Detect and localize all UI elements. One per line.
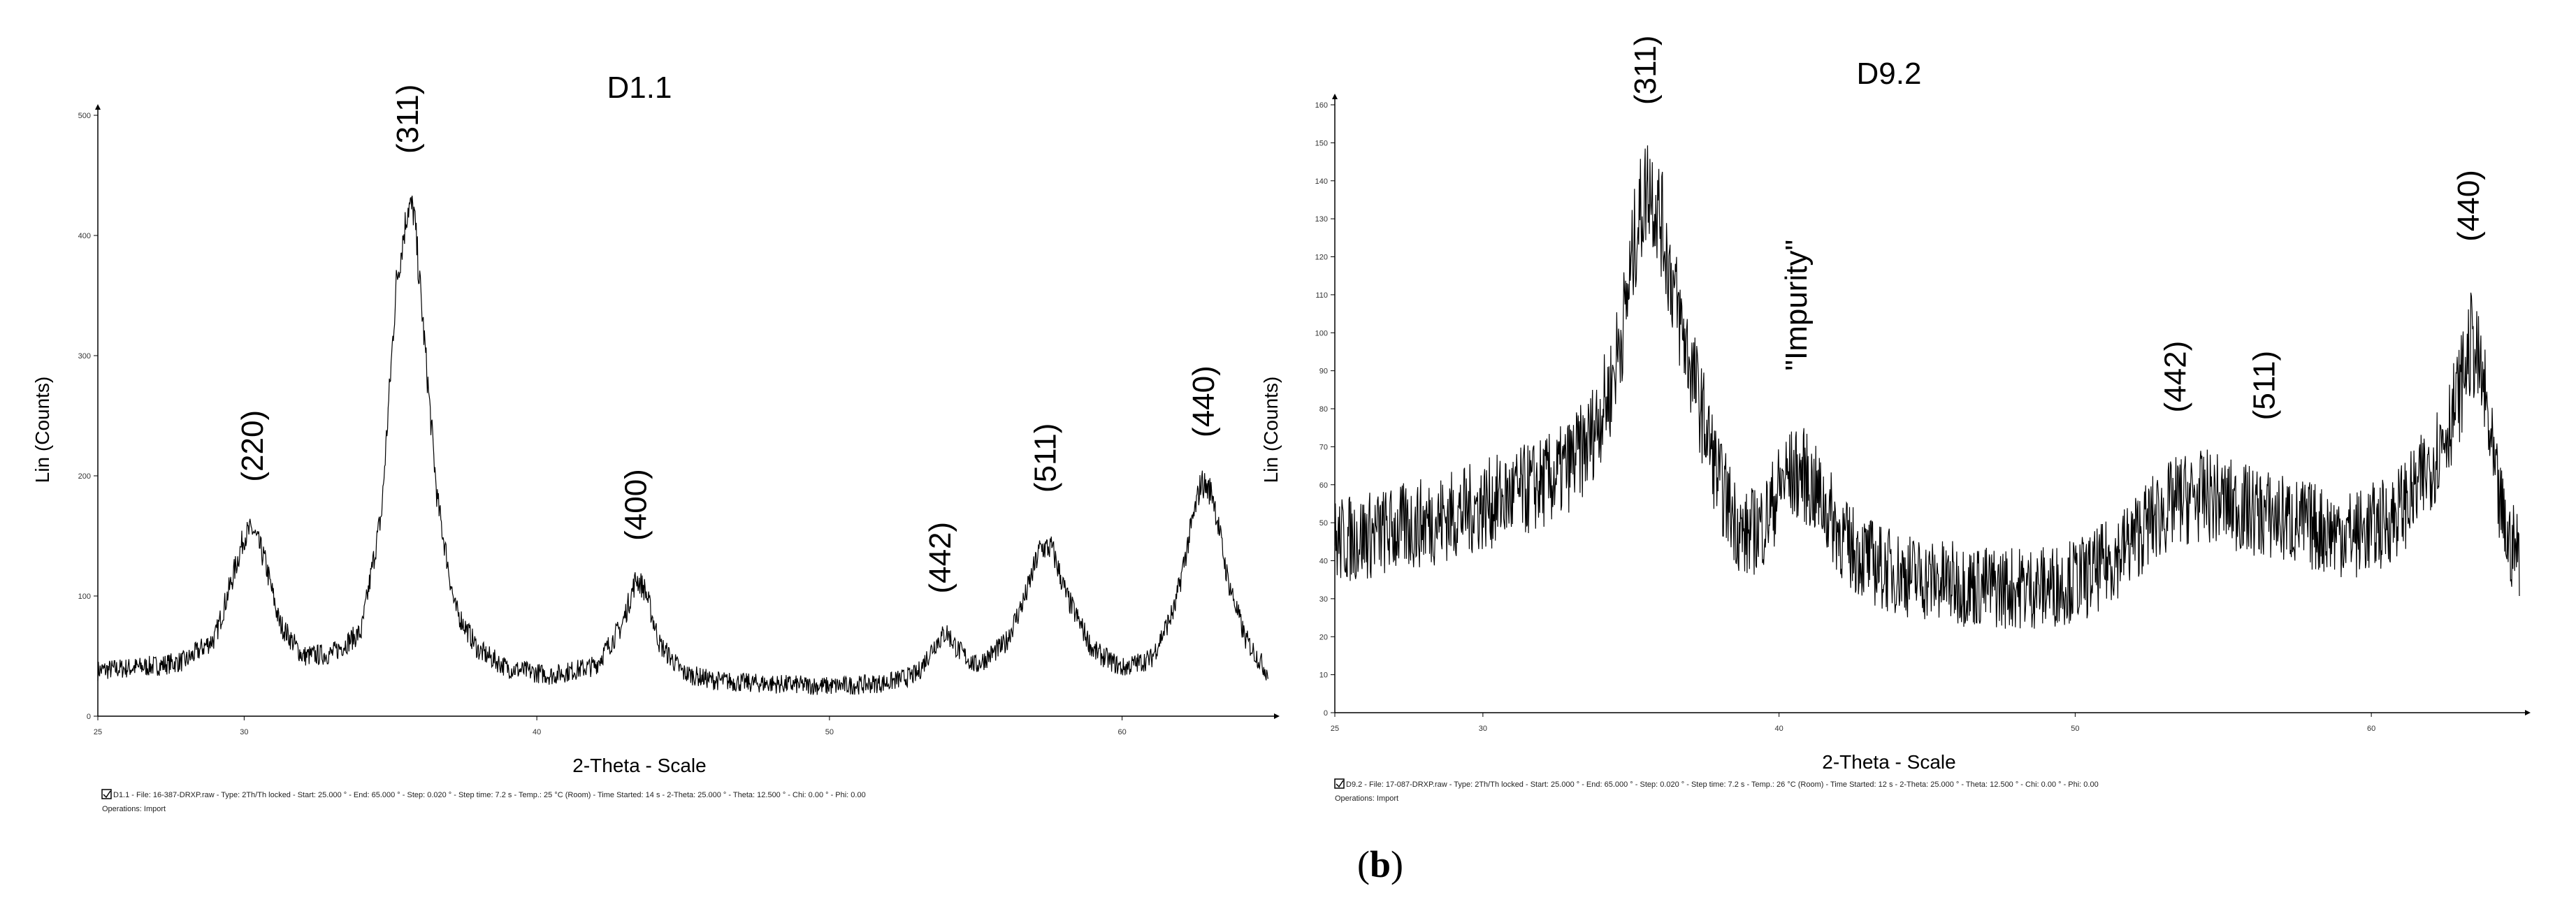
y-tick-label: 110 <box>1315 291 1328 300</box>
x-tick-label: 60 <box>1118 728 1127 736</box>
checkbox-icon <box>101 789 112 799</box>
y-tick-label: 30 <box>1319 595 1328 604</box>
x-axis-arrow-icon <box>1274 713 1280 719</box>
series-line <box>97 195 1269 695</box>
y-tick-label: 130 <box>1315 215 1328 224</box>
chart-title: D1.1 <box>607 71 672 105</box>
xrd-panel-d9-2: D9.2 2-Theta - Scale Lin (Counts) 25 30 40… <box>1260 36 2531 803</box>
y-tick-label: 50 <box>1319 519 1328 528</box>
x-tick-label: 60 <box>2367 725 2375 733</box>
peak-label: (442) <box>2158 341 2192 413</box>
chart-title: D9.2 <box>1857 57 1922 91</box>
y-axis-title: Lin (Counts) <box>1260 377 1282 484</box>
x-tick-label: 40 <box>1775 725 1783 733</box>
y-tick-label: 70 <box>1319 443 1328 451</box>
y-tick-label: 80 <box>1319 405 1328 414</box>
peak-label: (400) <box>619 469 653 541</box>
x-tick-label: 50 <box>2071 725 2079 733</box>
x-tick-label: 50 <box>825 728 834 736</box>
x-tick-label: 30 <box>240 728 248 736</box>
y-tick-label: 500 <box>78 112 91 120</box>
peak-labels: (311) "Impurity" (442) (511) (440) <box>1628 36 2486 421</box>
peak-label: (511) <box>1029 423 1063 493</box>
xrd-panel-d1-1: D1.1 2-Theta - Scale Lin (Counts) 25 30 40… <box>31 71 1280 813</box>
x-axis-title: 2-Theta - Scale <box>1822 751 1955 773</box>
y-tick-label: 100 <box>1315 329 1328 337</box>
y-tick-label: 150 <box>1315 139 1328 147</box>
y-tick-label: 10 <box>1319 671 1328 680</box>
axis-ticks: 25 30 40 50 60 0 100 200 300 400 500 <box>78 104 1280 736</box>
check-mark-icon <box>1336 780 1344 788</box>
y-tick-label: 20 <box>1319 633 1328 641</box>
y-tick-label: 100 <box>78 593 91 601</box>
figure-caption: (b) <box>1357 843 1403 885</box>
peak-label: (440) <box>2452 170 2486 242</box>
operations-text: Operations: Import <box>1335 794 1398 803</box>
x-tick-label: 25 <box>94 728 102 736</box>
plot-area <box>1334 145 2520 629</box>
y-axis-arrow-icon <box>1332 94 1338 99</box>
x-tick-label: 30 <box>1479 725 1487 733</box>
x-axis-title: 2-Theta - Scale <box>572 755 706 776</box>
peak-label: (511) <box>2248 351 2282 420</box>
caption-letter: b <box>1370 843 1391 885</box>
plot-area <box>97 195 1269 695</box>
caption-close-paren: ) <box>1391 843 1403 885</box>
peak-labels: (220) (311) (400) (442) (511) (440) <box>236 85 1221 594</box>
scan-info-text: D1.1 - File: 16-387-DRXP.raw - Type: 2Th… <box>113 791 866 799</box>
y-tick-label: 300 <box>78 352 91 361</box>
peak-label: (311) <box>391 85 425 154</box>
caption-open-paren: ( <box>1357 843 1370 885</box>
y-tick-label: 140 <box>1315 177 1328 186</box>
y-axis-arrow-icon <box>95 104 101 110</box>
y-tick-label: 60 <box>1319 481 1328 490</box>
checkbox-icon <box>1334 778 1345 789</box>
y-tick-label: 0 <box>1324 709 1328 718</box>
peak-label: (442) <box>923 522 957 594</box>
axis-ticks: 25 30 40 50 60 0 10 20 30 40 50 60 70 80 90 100 110 120 13… <box>1315 94 2531 733</box>
y-tick-label: 400 <box>78 232 91 240</box>
peak-label: (220) <box>236 410 270 482</box>
y-tick-label: 160 <box>1315 101 1328 110</box>
y-tick-label: 90 <box>1319 368 1328 376</box>
y-tick-label: 0 <box>87 713 91 721</box>
y-tick-label: 40 <box>1319 558 1328 566</box>
peak-label: (311) <box>1628 36 1663 105</box>
scan-info-text: D9.2 - File: 17-087-DRXP.raw - Type: 2Th… <box>1346 780 2099 789</box>
x-axis-arrow-icon <box>2525 710 2531 715</box>
y-axis-title: Lin (Counts) <box>31 377 53 484</box>
x-tick-label: 40 <box>533 728 541 736</box>
peak-label: "Impurity" <box>1779 240 1814 371</box>
series-line <box>1334 145 2520 629</box>
operations-text: Operations: Import <box>102 805 166 813</box>
check-mark-icon <box>103 790 111 799</box>
x-tick-label: 25 <box>1331 725 1339 733</box>
y-tick-label: 120 <box>1315 254 1328 262</box>
peak-label: (440) <box>1187 365 1221 437</box>
y-tick-label: 200 <box>78 472 91 481</box>
